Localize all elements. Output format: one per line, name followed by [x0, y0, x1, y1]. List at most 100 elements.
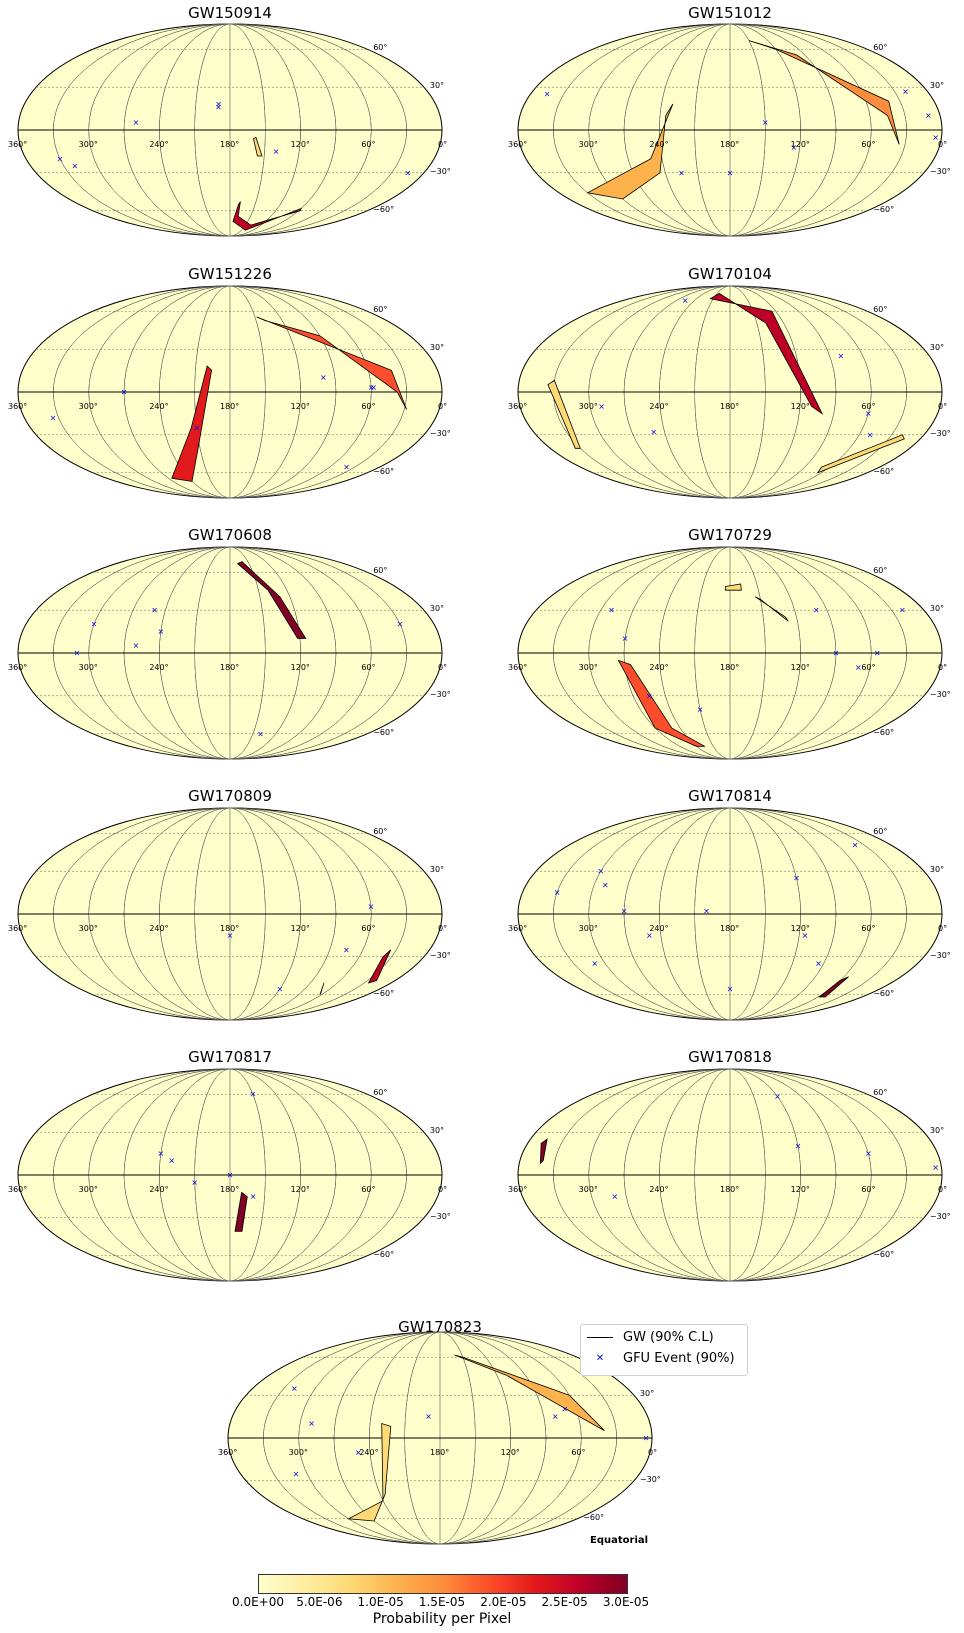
lon-tick-label: 240°	[149, 924, 169, 933]
lat-tick-label: 30°	[429, 1126, 445, 1136]
gfu-event-marker: ✕	[291, 1384, 298, 1393]
gfu-event-marker: ✕	[646, 692, 653, 701]
lat-tick-label: 30°	[929, 865, 945, 875]
lon-tick-label: 0°	[438, 1185, 448, 1194]
gfu-event-marker: ✕	[191, 1178, 198, 1187]
lat-tick-label: −60°	[873, 727, 895, 737]
gfu-event-marker: ✕	[71, 162, 78, 171]
colorbar-tick-label: 1.5E-05	[418, 1595, 466, 1609]
lon-tick-label: 120°	[290, 1185, 310, 1194]
gfu-event-marker: ✕	[250, 1090, 257, 1099]
gfu-event-marker: ✕	[697, 705, 704, 714]
legend: GW (90% C.L) ✕ GFU Event (90%)	[580, 1324, 748, 1376]
cross-marker-icon: ✕	[595, 1353, 605, 1364]
lon-tick-label: 240°	[359, 1448, 379, 1457]
lon-tick-label: 180°	[720, 924, 740, 933]
gfu-event-marker: ✕	[157, 1149, 164, 1158]
panel-title: GW170823	[398, 1318, 482, 1336]
lat-tick-label: 30°	[429, 343, 445, 353]
lat-tick-label: −60°	[373, 466, 395, 476]
gfu-event-marker: ✕	[215, 100, 222, 109]
gfu-event-marker: ✕	[343, 463, 350, 472]
lon-tick-label: 120°	[790, 924, 810, 933]
lat-tick-label: −30°	[929, 1211, 951, 1221]
gfu-event-marker: ✕	[308, 1419, 315, 1428]
gfu-event-marker: ✕	[227, 932, 234, 941]
gfu-event-marker: ✕	[855, 664, 862, 673]
lat-tick-label: 30°	[929, 1126, 945, 1136]
skymap-gw170608	[17, 546, 443, 760]
lon-tick-label: 360°	[218, 1448, 238, 1457]
gfu-event-marker: ✕	[874, 649, 881, 658]
lon-tick-label: 360°	[508, 663, 528, 672]
gw-region	[171, 365, 213, 482]
lon-tick-label: 300°	[578, 140, 598, 149]
panel-title: GW170817	[188, 1048, 272, 1066]
gfu-event-marker: ✕	[837, 352, 844, 361]
lon-tick-label: 300°	[78, 924, 98, 933]
gfu-event-marker: ✕	[622, 634, 629, 643]
lon-tick-label: 0°	[938, 924, 948, 933]
gfu-event-marker: ✕	[250, 1193, 257, 1202]
lon-tick-label: 360°	[8, 1185, 28, 1194]
lon-tick-label: 180°	[720, 402, 740, 411]
gw-region	[754, 596, 789, 622]
lat-tick-label: 60°	[873, 1088, 888, 1098]
gw-region	[232, 201, 302, 231]
gw-region	[586, 103, 674, 200]
lat-tick-label: −30°	[929, 689, 951, 699]
skymap-gw170814	[517, 807, 943, 1021]
lat-tick-label: −30°	[429, 166, 451, 176]
gfu-event-marker: ✕	[678, 169, 685, 178]
lon-tick-label: 240°	[649, 1185, 669, 1194]
lat-tick-label: −30°	[639, 1474, 661, 1484]
lat-tick-label: −30°	[929, 428, 951, 438]
lon-tick-label: 0°	[438, 140, 448, 149]
skymap-gw170818	[517, 1068, 943, 1282]
lon-tick-label: 240°	[649, 140, 669, 149]
lon-tick-label: 120°	[790, 663, 810, 672]
colorbar-tick-label: 5.0E-06	[296, 1595, 343, 1609]
lat-tick-label: −60°	[873, 988, 895, 998]
gfu-event-marker: ✕	[643, 1434, 650, 1443]
lat-tick-label: 60°	[873, 566, 888, 576]
lon-tick-label: 60°	[571, 1448, 586, 1457]
lon-tick-label: 360°	[508, 924, 528, 933]
lon-tick-label: 240°	[149, 402, 169, 411]
gfu-event-marker: ✕	[795, 1142, 802, 1151]
lat-tick-label: 60°	[373, 827, 388, 837]
gw-region	[724, 583, 742, 591]
gw-region	[709, 292, 824, 415]
lon-tick-label: 180°	[720, 140, 740, 149]
gfu-event-marker: ✕	[168, 1156, 175, 1165]
lon-tick-label: 180°	[430, 1448, 450, 1457]
lon-tick-label: 120°	[290, 663, 310, 672]
gw-region	[256, 316, 407, 410]
panel-title: GW150914	[188, 4, 272, 22]
gfu-event-marker: ✕	[320, 373, 327, 382]
gfu-event-marker: ✕	[544, 90, 551, 99]
lat-tick-label: −60°	[373, 204, 395, 214]
lat-tick-label: −30°	[929, 950, 951, 960]
gw-region	[617, 659, 705, 747]
colorbar-tick-label: 1.0E-05	[357, 1595, 404, 1609]
gfu-event-marker: ✕	[561, 1405, 568, 1414]
gfu-event-marker: ✕	[727, 169, 734, 178]
gfu-event-marker: ✕	[397, 620, 404, 629]
lon-tick-label: 300°	[578, 402, 598, 411]
lat-tick-label: −60°	[373, 727, 395, 737]
gfu-event-marker: ✕	[650, 428, 657, 437]
gfu-event-marker: ✕	[867, 431, 874, 440]
lat-tick-label: 30°	[929, 604, 945, 614]
gfu-event-marker: ✕	[791, 143, 798, 152]
lat-tick-label: −60°	[373, 1249, 395, 1259]
lat-tick-label: −30°	[929, 166, 951, 176]
lon-tick-label: 0°	[938, 1185, 948, 1194]
gfu-event-marker: ✕	[57, 155, 64, 164]
gfu-event-marker: ✕	[932, 133, 939, 142]
gfu-event-marker: ✕	[193, 424, 200, 433]
lon-tick-label: 60°	[361, 140, 376, 149]
projection-label: Equatorial	[590, 1535, 649, 1546]
panel-title: GW170818	[688, 1048, 772, 1066]
